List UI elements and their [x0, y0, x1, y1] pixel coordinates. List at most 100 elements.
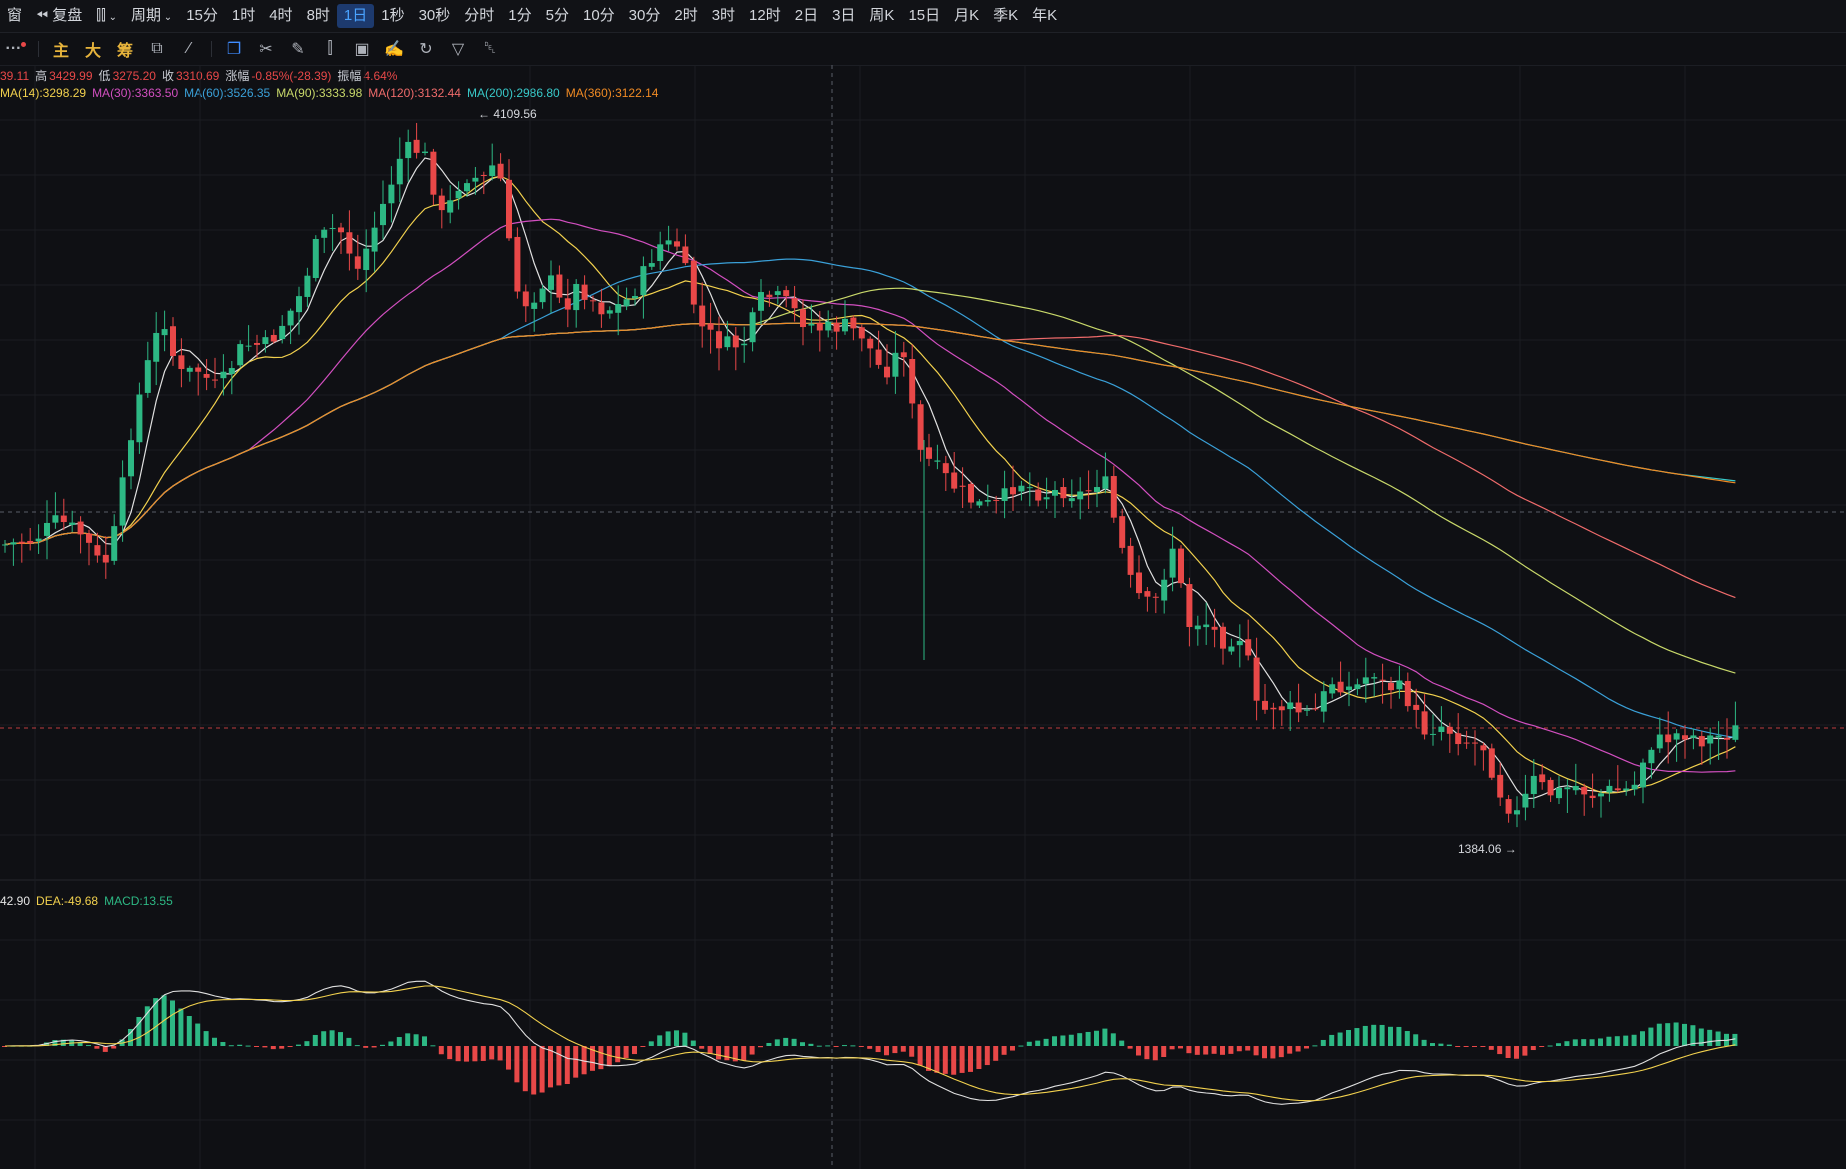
candle-body: [1152, 596, 1159, 598]
candle-body: [875, 349, 882, 365]
macd-bar: [1001, 1046, 1007, 1055]
candle-body: [413, 139, 420, 153]
interval-tab[interactable]: 季K: [993, 7, 1019, 24]
interval-tab[interactable]: 5分: [545, 7, 569, 24]
candle-body: [1421, 711, 1428, 735]
more-button[interactable]: ···: [0, 35, 32, 63]
macd-bar: [1497, 1046, 1503, 1055]
candle-body: [1581, 787, 1588, 795]
macd-bar: [1480, 1046, 1486, 1047]
candle-body: [1001, 488, 1008, 501]
pattern-icon[interactable]: ⫿: [327, 40, 333, 57]
pen-icon[interactable]: ✎: [291, 41, 305, 58]
macd-bar: [1220, 1046, 1225, 1055]
candle-body: [363, 248, 370, 271]
interval-tab[interactable]: 1日: [336, 4, 375, 28]
interval-tab[interactable]: 10分: [582, 7, 615, 24]
chip-indicator-button[interactable]: 筹: [116, 43, 133, 60]
interval-tab[interactable]: 2时: [674, 7, 698, 24]
candle-body: [623, 299, 630, 307]
macd-bar: [900, 1046, 906, 1052]
ruler-icon[interactable]: ✂: [259, 41, 273, 58]
interval-tab[interactable]: 年K: [1032, 7, 1058, 24]
candle-body: [422, 151, 428, 154]
candle-body: [968, 483, 974, 503]
window-button[interactable]: 窗: [7, 7, 23, 24]
candle-body: [1522, 793, 1529, 808]
interval-tab[interactable]: 3日: [832, 7, 856, 24]
macd-bar: [875, 1046, 881, 1053]
macd-bar: [1278, 1046, 1284, 1058]
interval-tab[interactable]: 1秒: [381, 7, 405, 24]
candle-body: [489, 165, 496, 177]
macd-bar: [741, 1046, 747, 1061]
candle-body: [1094, 487, 1100, 492]
interval-tab[interactable]: 4时: [269, 7, 293, 24]
candle-body: [27, 540, 34, 544]
interval-tab[interactable]: 30秒: [418, 7, 451, 24]
compare-icon[interactable]: ⧉: [151, 40, 163, 57]
macd-bar: [1631, 1034, 1637, 1046]
interval-tab[interactable]: 30分: [628, 7, 661, 24]
interval-tab[interactable]: 15日: [908, 7, 941, 24]
replay-button[interactable]: ⏪︎ 复盘: [29, 4, 89, 28]
macd-bar: [1404, 1031, 1410, 1046]
candle-body: [212, 379, 218, 381]
candle-body: [926, 447, 932, 459]
macd-bar: [976, 1046, 982, 1070]
copy-icon[interactable]: ❐: [226, 41, 242, 58]
candle-body: [892, 352, 899, 377]
interval-tab[interactable]: 15分: [186, 7, 218, 24]
divider: [211, 41, 212, 57]
interval-tab[interactable]: 月K: [954, 7, 980, 24]
macd-bar: [480, 1046, 486, 1061]
interval-tab[interactable]: 分时: [464, 7, 495, 24]
candle-body: [867, 338, 874, 349]
candle-body: [170, 326, 176, 356]
macd-bar: [640, 1046, 646, 1047]
draw-line-icon[interactable]: ∕: [187, 40, 191, 57]
candle-body: [732, 335, 739, 348]
low-value: 3275.20: [112, 69, 156, 83]
macd-bar: [1505, 1046, 1511, 1058]
candle-body: [262, 337, 269, 345]
big-indicator-button[interactable]: 大: [84, 43, 101, 60]
interval-tab[interactable]: 2日: [794, 7, 819, 24]
candle-body: [548, 275, 554, 290]
filter-icon[interactable]: ▽: [451, 41, 465, 58]
interval-tab[interactable]: 8时: [306, 7, 330, 24]
interval-tab[interactable]: 1分: [508, 7, 532, 24]
edit-icon[interactable]: ✍: [384, 41, 404, 58]
interval-tab[interactable]: 1时: [231, 7, 256, 24]
macd-bar: [186, 1016, 192, 1046]
interval-tab[interactable]: 3时: [711, 7, 736, 24]
candle-body: [564, 298, 571, 310]
macd-bar: [556, 1046, 562, 1086]
macd-bar: [86, 1045, 91, 1047]
chart-type-button[interactable]: ⫿⫿ ⌄: [89, 4, 124, 28]
macd-bar: [867, 1046, 873, 1049]
macd-bar: [1648, 1027, 1654, 1046]
macd-bar: [690, 1040, 696, 1046]
candle-body: [884, 366, 890, 378]
lock-icon[interactable]: ▣: [354, 41, 370, 58]
main-indicator-button[interactable]: 主: [52, 43, 69, 60]
period-dropdown[interactable]: 周期 ⌄: [124, 4, 179, 28]
high-label: 高: [35, 69, 48, 83]
top-toolbar: 窗 ⏪︎ 复盘 ⫿⫿ ⌄ 周期 ⌄ 15分 1时 4时 8时 1日 1秒 30秒 分时 1分 5分…: [0, 0, 1846, 33]
candle-body: [1136, 572, 1142, 594]
macd-bar: [1556, 1043, 1561, 1046]
candle-body: [791, 298, 798, 309]
macd-bar: [716, 1046, 721, 1060]
magnet-icon[interactable]: ↻: [419, 41, 433, 58]
candle-body: [1547, 779, 1554, 796]
macd-bar: [1514, 1046, 1519, 1059]
candle-body: [346, 232, 353, 254]
trash-icon[interactable]: ␡: [483, 40, 497, 57]
macd-bar: [842, 1045, 847, 1047]
interval-tab[interactable]: 12时: [749, 7, 781, 24]
macd-bar: [833, 1046, 839, 1047]
interval-tab[interactable]: 周K: [869, 7, 895, 24]
candle-body: [1589, 795, 1596, 799]
